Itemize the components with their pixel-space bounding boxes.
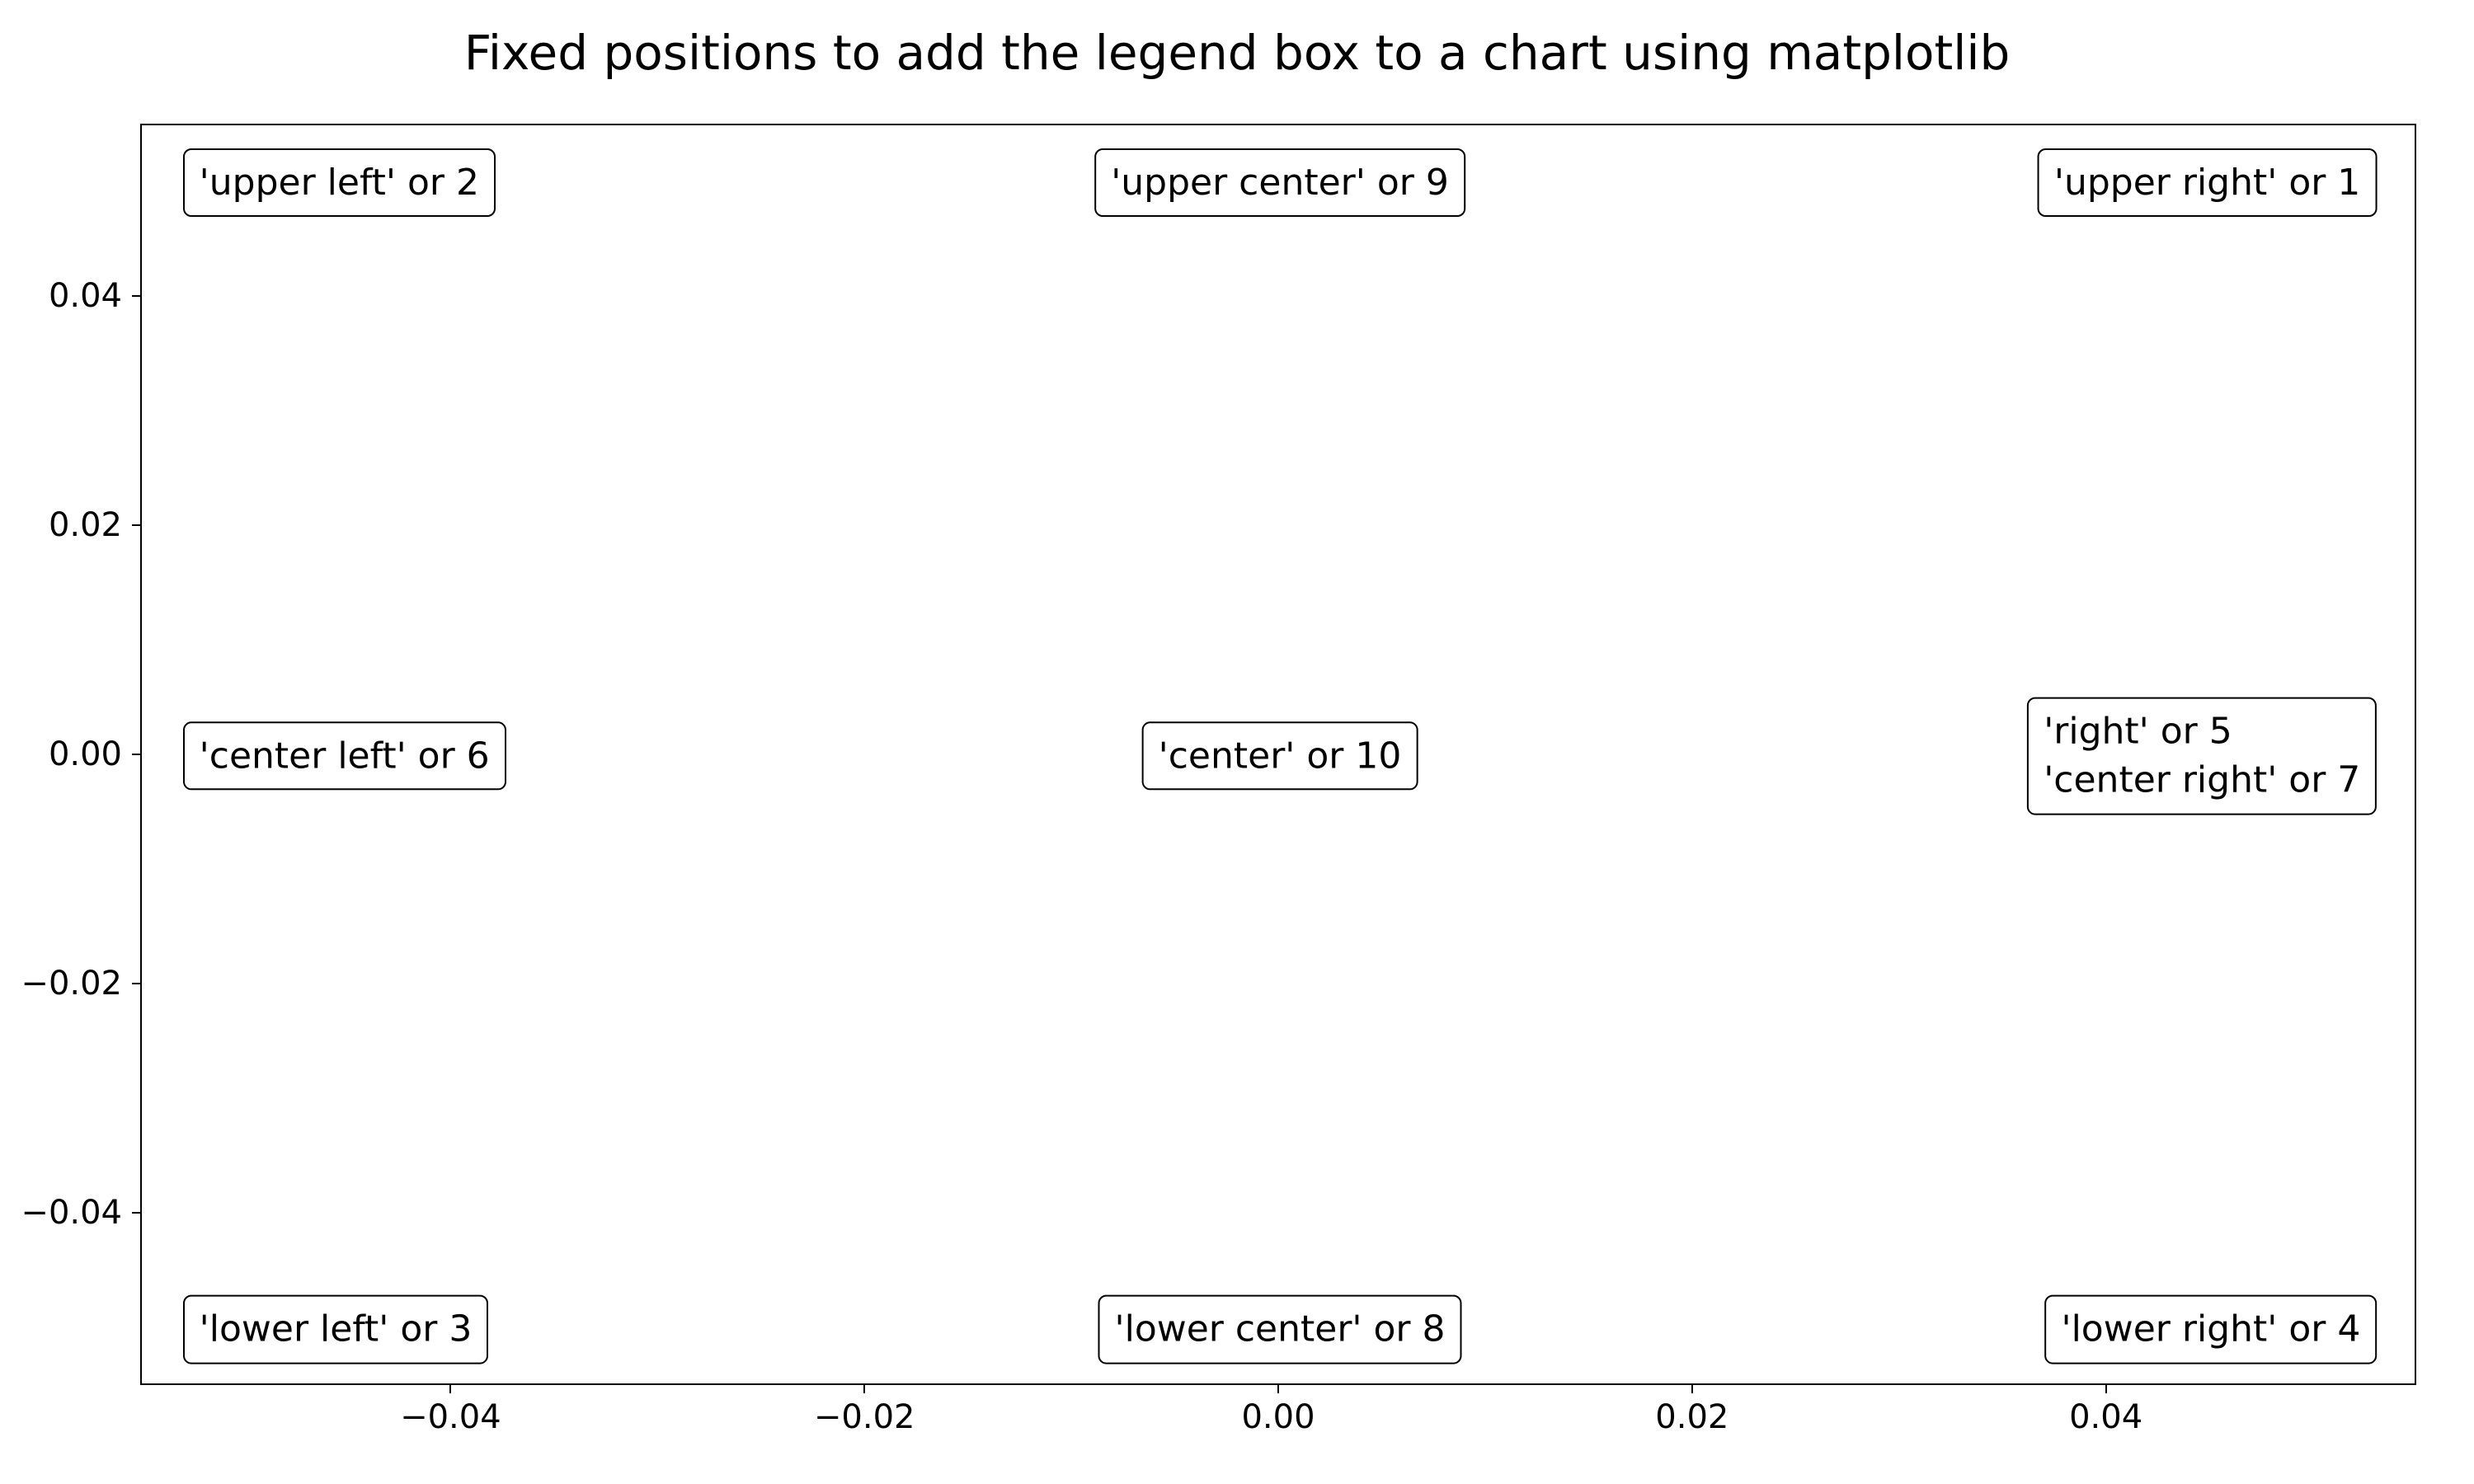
- x-tick-label: 0.02: [1655, 1398, 1729, 1436]
- legend-line: 'center' or 10: [1159, 731, 1402, 780]
- x-tick-label: −0.04: [400, 1398, 501, 1436]
- legend-line: 'upper left' or 2: [200, 158, 479, 207]
- legend-lower-center: 'lower center' or 8: [1098, 1295, 1461, 1364]
- legend-lower-left: 'lower left' or 3: [183, 1295, 489, 1364]
- x-tick: [2105, 1385, 2107, 1393]
- x-tick-label: 0.04: [2069, 1398, 2142, 1436]
- legend-line: 'center left' or 6: [200, 731, 490, 780]
- legend-line: 'upper right' or 1: [2054, 158, 2360, 207]
- legend-upper-left: 'upper left' or 2: [183, 148, 496, 217]
- y-tick: [132, 754, 140, 755]
- legend-line: 'lower right' or 4: [2061, 1305, 2360, 1354]
- chart-title: Fixed positions to add the legend box to…: [0, 25, 2474, 81]
- legend-center-left: 'center left' or 6: [183, 721, 506, 790]
- x-tick: [1277, 1385, 1279, 1393]
- legend-line: 'center right' or 7: [2044, 756, 2360, 805]
- legend-upper-right: 'upper right' or 1: [2038, 148, 2377, 217]
- y-tick-label: 0.00: [49, 735, 122, 773]
- y-tick: [132, 1212, 140, 1214]
- legend-center: 'center' or 10: [1142, 721, 1418, 790]
- legend-line: 'right' or 5: [2044, 707, 2360, 756]
- x-tick: [1691, 1385, 1693, 1393]
- x-tick: [863, 1385, 865, 1393]
- legend-center-right: 'right' or 5 'center right' or 7: [2027, 697, 2377, 815]
- y-tick: [132, 983, 140, 984]
- x-tick-label: 0.00: [1241, 1398, 1315, 1436]
- legend-upper-center: 'upper center' or 9: [1094, 148, 1465, 217]
- y-tick: [132, 524, 140, 526]
- y-tick-label: −0.04: [21, 1194, 122, 1232]
- legend-line: 'lower center' or 8: [1114, 1305, 1445, 1354]
- legend-line: 'upper center' or 9: [1111, 158, 1449, 207]
- figure: Fixed positions to add the legend box to…: [0, 0, 2474, 1484]
- y-tick-label: −0.02: [21, 965, 122, 1003]
- legend-lower-right: 'lower right' or 4: [2044, 1295, 2377, 1364]
- x-tick-label: −0.02: [814, 1398, 915, 1436]
- y-tick-label: 0.02: [49, 506, 122, 544]
- y-tick-label: 0.04: [49, 277, 122, 315]
- y-tick: [132, 295, 140, 297]
- x-tick: [449, 1385, 451, 1393]
- chart-axes: 'upper left' or 2 'upper center' or 9 'u…: [140, 124, 2416, 1385]
- legend-line: 'lower left' or 3: [200, 1305, 473, 1354]
